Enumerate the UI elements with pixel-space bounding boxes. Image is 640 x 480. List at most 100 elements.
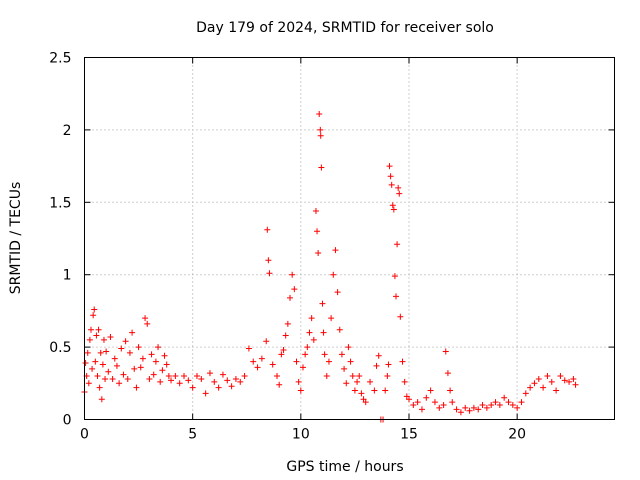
x-tick-labels: 0 5 10 15 20: [80, 427, 526, 443]
data-point: [189, 384, 196, 391]
data-point: [395, 184, 402, 191]
data-point: [321, 351, 328, 358]
data-point: [390, 206, 397, 213]
data-point: [111, 355, 118, 362]
data-point: [488, 402, 495, 409]
data-point: [312, 207, 319, 214]
data-point: [540, 384, 547, 391]
data-point: [338, 351, 345, 358]
data-point: [258, 355, 265, 362]
data-point: [287, 294, 294, 301]
data-point: [206, 370, 213, 377]
data-point: [105, 368, 112, 375]
plot-frame: [84, 57, 615, 420]
data-point: [371, 387, 378, 394]
data-point: [250, 358, 257, 365]
data-point: [291, 286, 298, 293]
data-point: [387, 173, 394, 180]
data-point: [323, 373, 330, 380]
data-point: [93, 332, 100, 339]
data-point: [276, 381, 283, 388]
data-point: [358, 390, 365, 397]
grid: [84, 57, 615, 420]
data-point: [152, 358, 159, 365]
data-point: [343, 380, 350, 387]
data-point: [172, 373, 179, 380]
data-point: [245, 345, 252, 352]
data-point: [314, 228, 321, 235]
data-point: [356, 373, 363, 380]
data-point: [318, 164, 325, 171]
data-point: [384, 373, 391, 380]
data-point: [544, 373, 551, 380]
data-point: [410, 402, 417, 409]
data-point: [118, 345, 125, 352]
y-tick-label: 0.5: [49, 340, 71, 356]
data-point: [345, 344, 352, 351]
data-point: [453, 406, 460, 413]
data-point: [328, 315, 335, 322]
data-point: [362, 399, 369, 406]
data-point: [193, 373, 200, 380]
data-point: [92, 358, 99, 365]
x-tick-label: 10: [292, 427, 310, 443]
data-point: [254, 364, 261, 371]
data-point: [100, 336, 107, 343]
data-point: [165, 373, 172, 380]
data-point: [317, 132, 324, 139]
data-point: [82, 360, 89, 367]
data-point: [157, 378, 164, 385]
data-point: [501, 394, 508, 401]
data-point: [150, 371, 157, 378]
data-point: [269, 361, 276, 368]
data-point: [418, 406, 425, 413]
data-point: [304, 344, 311, 351]
data-point: [293, 358, 300, 365]
data-point: [159, 367, 166, 374]
data-point: [202, 390, 209, 397]
data-point: [211, 378, 218, 385]
data-point: [137, 364, 144, 371]
data-point: [124, 375, 131, 382]
axis-ticks: [84, 57, 615, 420]
data-point: [264, 226, 271, 233]
data-point: [102, 375, 109, 382]
data-point: [375, 352, 382, 359]
data-point: [475, 406, 482, 413]
data-point: [386, 163, 393, 170]
data-point: [306, 329, 313, 336]
y-tick-label: 1: [63, 268, 72, 284]
data-point: [142, 315, 149, 322]
data-point: [90, 312, 97, 319]
data-point: [317, 126, 324, 133]
data-point: [86, 336, 93, 343]
data-point: [399, 358, 406, 365]
data-points: [81, 110, 579, 423]
data-point: [330, 271, 337, 278]
data-point: [126, 349, 133, 356]
data-point: [289, 271, 296, 278]
data-point: [496, 402, 503, 409]
data-point: [393, 293, 400, 300]
data-point: [436, 404, 443, 411]
data-point: [466, 407, 473, 414]
data-point: [94, 373, 101, 380]
data-point: [99, 361, 106, 368]
data-point: [423, 394, 430, 401]
data-point: [85, 380, 92, 387]
x-axis-label: GPS time / hours: [286, 459, 403, 475]
data-point: [334, 289, 341, 296]
data-point: [284, 320, 291, 327]
data-point: [280, 346, 287, 353]
data-point: [131, 365, 138, 372]
data-point: [572, 381, 579, 388]
data-point: [185, 377, 192, 384]
y-tick-label: 2: [63, 123, 72, 139]
data-point: [385, 361, 392, 368]
data-point: [265, 257, 272, 264]
data-point: [144, 320, 151, 327]
x-tick-label: 0: [80, 427, 89, 443]
data-point: [320, 329, 327, 336]
data-point: [449, 399, 456, 406]
